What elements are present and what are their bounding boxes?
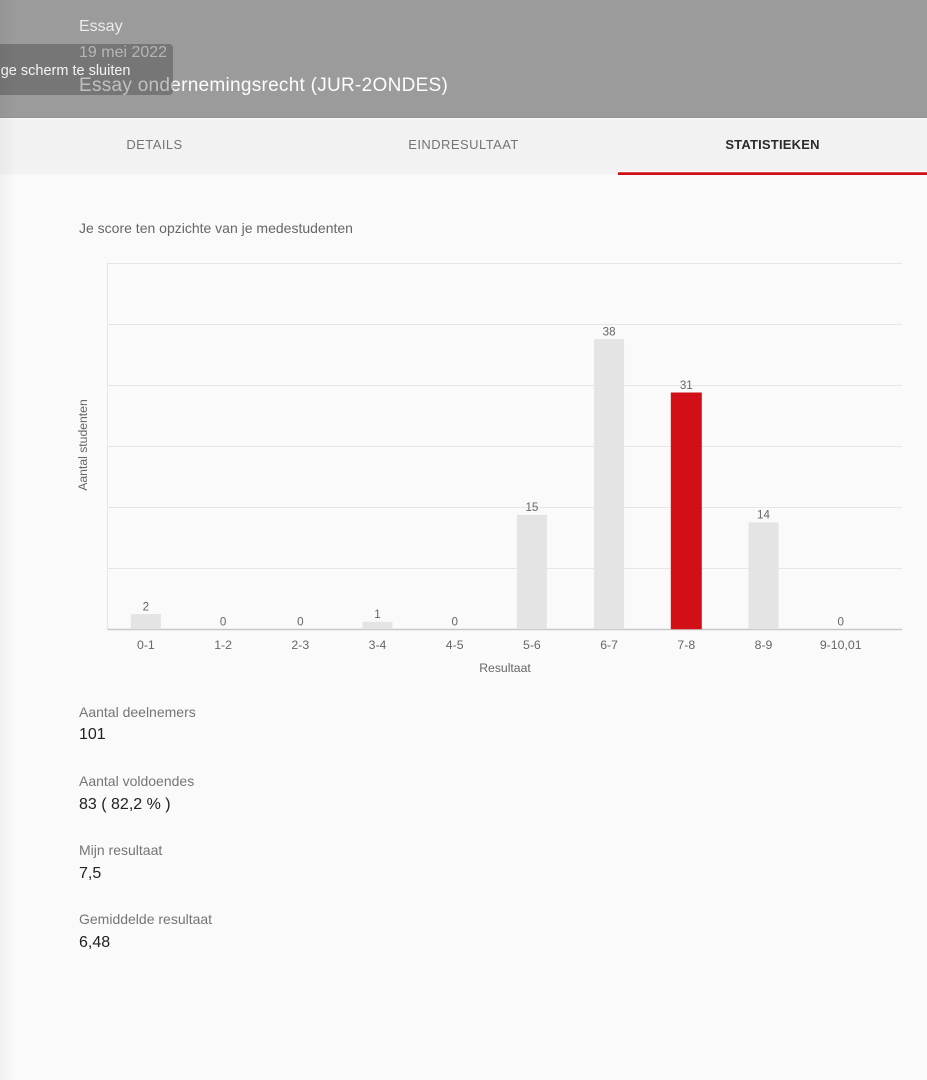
svg-text:8-9: 8-9 bbox=[755, 638, 773, 652]
svg-text:14: 14 bbox=[757, 509, 770, 522]
svg-text:4-5: 4-5 bbox=[446, 638, 464, 652]
svg-text:3-4: 3-4 bbox=[369, 638, 387, 652]
svg-text:15: 15 bbox=[525, 501, 538, 514]
svg-text:7-8: 7-8 bbox=[677, 638, 695, 652]
svg-text:31: 31 bbox=[680, 379, 693, 392]
svg-text:9-10,01: 9-10,01 bbox=[820, 638, 862, 652]
svg-text:1: 1 bbox=[374, 608, 380, 621]
svg-text:0-1: 0-1 bbox=[137, 638, 155, 652]
svg-text:0: 0 bbox=[451, 616, 457, 629]
svg-text:2: 2 bbox=[143, 600, 149, 613]
svg-text:5-6: 5-6 bbox=[523, 638, 541, 652]
svg-text:0: 0 bbox=[297, 616, 303, 629]
svg-text:38: 38 bbox=[603, 325, 616, 338]
svg-text:0: 0 bbox=[837, 616, 843, 629]
svg-text:2-3: 2-3 bbox=[291, 638, 309, 652]
svg-text:0: 0 bbox=[220, 616, 226, 629]
svg-text:6-7: 6-7 bbox=[600, 638, 618, 652]
svg-text:1-2: 1-2 bbox=[214, 638, 232, 652]
